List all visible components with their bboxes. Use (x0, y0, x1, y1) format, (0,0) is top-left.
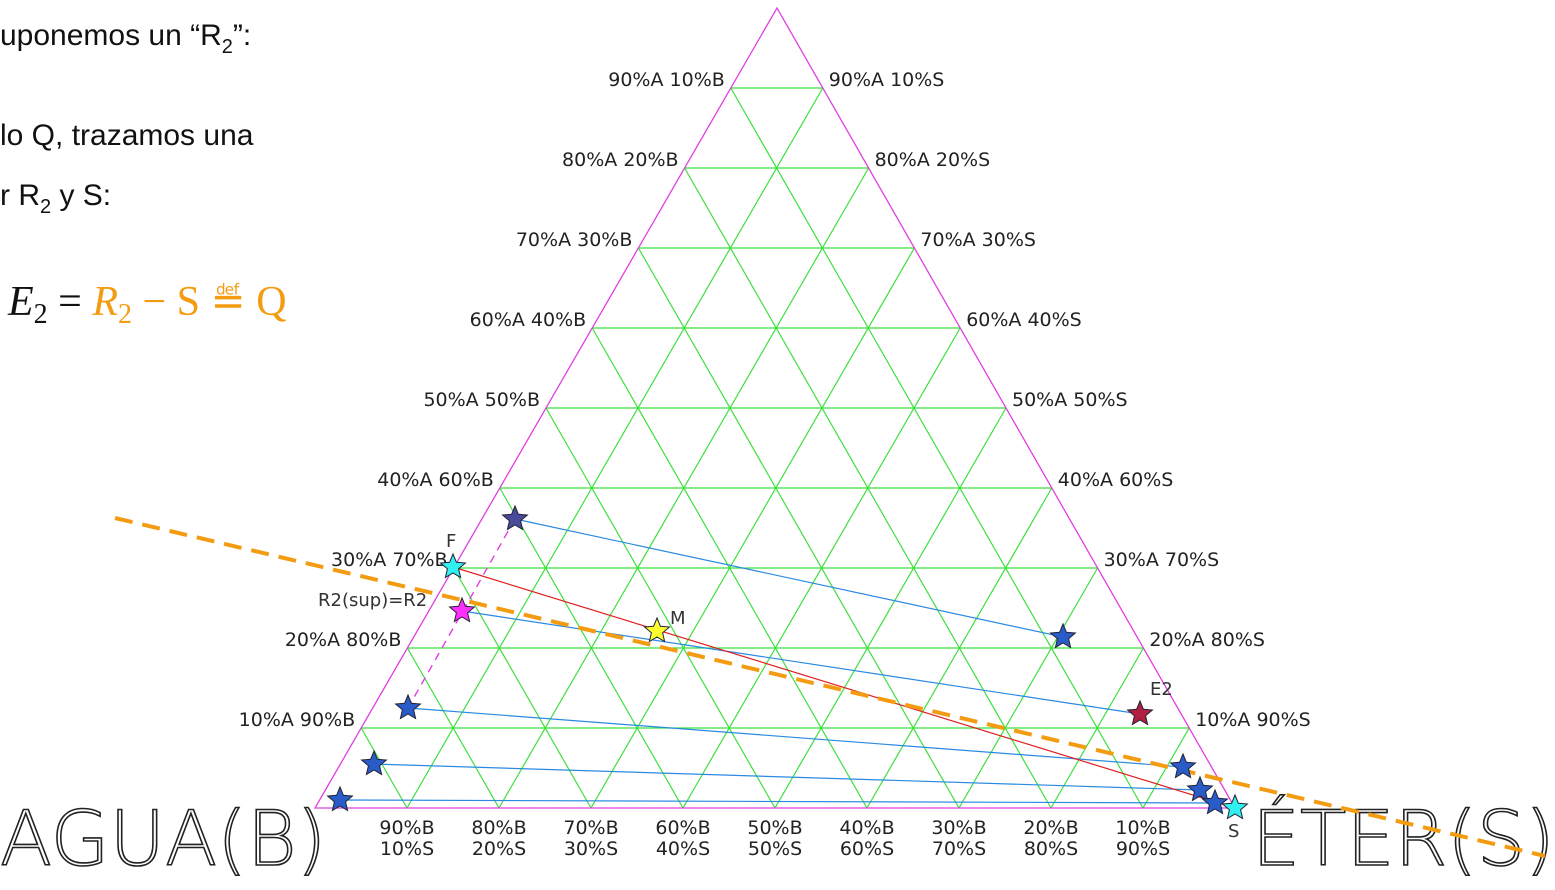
expression: − S ≝ Q (132, 279, 287, 325)
grid-line (499, 487, 684, 809)
edge-label: 20%B (1023, 817, 1078, 839)
edge-label: 50%S (748, 838, 802, 860)
edge-label: 30%A 70%B (331, 549, 448, 571)
grid-line (406, 87, 824, 809)
edge-label: 30%B (931, 817, 986, 839)
edge-label: 40%A 60%B (377, 469, 494, 491)
star (1049, 622, 1077, 649)
star (439, 552, 467, 579)
star (1186, 775, 1214, 802)
grid-line (958, 567, 1099, 809)
point-label: M (670, 608, 686, 629)
grid-line (637, 247, 960, 809)
edge-label: 60%A 40%B (470, 309, 587, 331)
text: ”: (233, 19, 251, 52)
note-line: r R2 y S: (0, 179, 111, 218)
edge-label: 20%A 80%B (285, 629, 402, 651)
triangle (313, 6, 1237, 809)
symbol: E (7, 279, 34, 325)
edge-label: 10%S (380, 838, 434, 860)
edge-label: 90%S (1116, 838, 1170, 860)
edge-label: 50%A 50%S (1012, 389, 1128, 411)
edge-label: 70%A 30%B (516, 229, 633, 251)
edge-label: 10%A 90%B (239, 709, 356, 731)
note-line: uponemos un “R2”: (0, 19, 251, 58)
edge-label: 70%S (932, 838, 986, 860)
edge-label: 90%B (379, 817, 434, 839)
star (501, 504, 529, 531)
star (1169, 752, 1197, 779)
point-label: E2 (1150, 679, 1173, 700)
edge-label: 10%B (1115, 817, 1170, 839)
vertex-label: ÉTER(S) (1252, 794, 1555, 883)
edge-label: 80%A 20%B (562, 149, 679, 171)
edge-label: 90%A 10%S (829, 69, 945, 91)
edge-label: 40%B (839, 817, 894, 839)
edge-label: 10%A 90%S (1195, 709, 1311, 731)
star (1221, 793, 1249, 820)
grid-line (774, 407, 1007, 809)
formula: E2 = R2 − S ≝ Q (7, 279, 287, 330)
tie-line (514, 518, 1064, 638)
edge-label: 30%S (564, 838, 618, 860)
grid-line (730, 87, 1144, 809)
tie-line (339, 799, 1216, 804)
text: r R (0, 179, 40, 212)
point-label: R2(sup)=R2 (318, 590, 427, 611)
star (1126, 699, 1154, 726)
tie-line (373, 763, 1201, 791)
text: lo Q, trazamos una (0, 119, 254, 152)
subscript: 2 (34, 299, 48, 330)
star (360, 749, 388, 776)
star (448, 596, 476, 623)
note-line: lo Q, trazamos una (0, 119, 254, 152)
grid-line (590, 247, 915, 809)
edge-label: 80%S (1024, 838, 1078, 860)
subscript: 2 (118, 299, 132, 330)
edge-label: 90%A 10%B (608, 69, 725, 91)
star (326, 785, 354, 812)
point-label: F (446, 531, 456, 552)
edge-label: 60%A 40%S (966, 309, 1082, 331)
edge-label: 30%A 70%S (1104, 549, 1220, 571)
operator: = (48, 279, 93, 325)
tie-line (407, 707, 1184, 768)
grid-line (1050, 647, 1144, 809)
edge-label: 70%B (563, 817, 618, 839)
edge-label: 60%S (840, 838, 894, 860)
star (394, 693, 422, 720)
operating-line (452, 566, 1236, 809)
grid-line (453, 567, 592, 809)
vertex-label: AGUA(B) (0, 794, 326, 883)
text: uponemos un “R (0, 19, 222, 52)
grid-line (545, 407, 776, 809)
edge-label: 50%B (747, 817, 802, 839)
symbol: R (91, 279, 118, 325)
edge-label: 40%A 60%S (1058, 469, 1174, 491)
construction-line (114, 516, 1546, 858)
star (1201, 788, 1229, 815)
edge-label: 80%B (471, 817, 526, 839)
ternary-diagram: 90%A 10%B 80%A 20%B 70%A 30%B 60%A 40%B 50%A… (0, 6, 1555, 884)
grid-line (406, 647, 500, 809)
grid-line (866, 487, 1053, 809)
edge-label: 70%A 30%S (920, 229, 1036, 251)
edge-label: 20%A 80%S (1149, 629, 1265, 651)
text: y S: (51, 179, 111, 212)
grid-line (360, 727, 408, 809)
star (643, 616, 671, 643)
edge-label: 50%A 50%B (423, 389, 540, 411)
edge-label: 20%S (472, 838, 526, 860)
subscript: 2 (40, 196, 51, 218)
tie-line (461, 610, 1141, 715)
edge-label: 80%A 20%S (875, 149, 991, 171)
point-label: S (1228, 821, 1239, 842)
subscript: 2 (222, 36, 233, 58)
edge-label: 40%S (656, 838, 710, 860)
edge-label: 60%B (655, 817, 710, 839)
